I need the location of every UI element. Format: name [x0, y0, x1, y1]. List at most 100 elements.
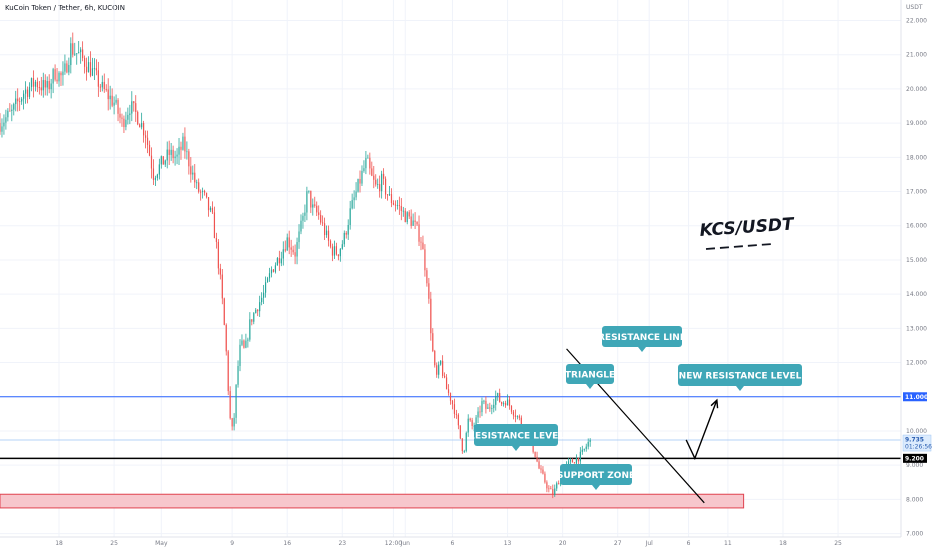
- candle-body: [298, 231, 300, 243]
- candle-body: [304, 212, 306, 216]
- candle-body: [101, 81, 103, 88]
- price-tick-label: 14.000: [906, 291, 927, 298]
- grid-lines: [0, 0, 901, 537]
- price-tick-label: 10.000: [906, 428, 927, 435]
- candle-body: [223, 298, 225, 325]
- time-tick-label: 6: [687, 540, 691, 547]
- horizontal-levels: [0, 396, 901, 460]
- candle-body: [50, 83, 52, 90]
- black-level-badge: [903, 453, 927, 463]
- resistance-line-label: RESISTANCE LINE: [598, 326, 686, 352]
- candle-body: [386, 194, 389, 196]
- support-zone-label: SUPPORT ZONE: [557, 464, 635, 490]
- candle-body: [97, 70, 99, 87]
- candle-body: [237, 365, 239, 385]
- candle-body: [154, 177, 157, 180]
- candle-body: [337, 254, 339, 257]
- blue-level-badge: [903, 392, 927, 402]
- candle-body: [1, 126, 3, 132]
- candle-body: [479, 411, 481, 413]
- candle-body: [394, 204, 397, 206]
- candle-body: [501, 402, 503, 405]
- candle-body: [544, 473, 546, 483]
- candle-body: [280, 258, 282, 264]
- candle-body: [83, 58, 86, 67]
- candle-body: [516, 416, 518, 417]
- candle-body: [577, 457, 579, 462]
- candle-body: [156, 174, 158, 178]
- projection-path: [685, 399, 718, 461]
- candle-body: [463, 451, 465, 452]
- candle-body: [383, 173, 385, 179]
- candle-body: [575, 457, 578, 464]
- candle-body: [292, 249, 294, 253]
- candle-body: [9, 110, 11, 112]
- candle-body: [571, 460, 574, 463]
- price-tick-label: 18.000: [906, 154, 927, 161]
- candle-body: [430, 298, 432, 334]
- candle-body: [445, 377, 448, 390]
- price-tick-label: 12.000: [906, 360, 927, 367]
- candle-body: [32, 78, 35, 87]
- candle-body: [26, 89, 29, 97]
- candle-body: [15, 98, 17, 105]
- candle-body: [264, 282, 267, 293]
- candle-body: [249, 319, 251, 340]
- candle-body: [320, 214, 322, 223]
- candle-body: [483, 400, 485, 402]
- candle-body: [72, 43, 74, 55]
- candle-body: [532, 440, 534, 452]
- price-axis-unit: USDT: [906, 4, 923, 11]
- resistance-line-label-pointer: [638, 347, 646, 352]
- candle-body: [111, 95, 113, 106]
- candle-body: [510, 405, 513, 412]
- candle-body: [209, 207, 212, 211]
- price-tick-label: 22.000: [906, 18, 927, 25]
- candle-body: [469, 418, 471, 421]
- annotation-labels: RESISTANCE LINE TRIANGLE NEW RESISTANCE LE…: [468, 326, 802, 490]
- blue-level-value: 11.000: [905, 394, 928, 401]
- candle-body: [322, 222, 324, 224]
- candle-body: [192, 172, 194, 175]
- candle-body: [68, 65, 70, 73]
- candle-body: [93, 68, 96, 69]
- candle-body: [99, 86, 101, 88]
- candle-body: [233, 417, 235, 427]
- candle-body: [278, 258, 280, 264]
- price-tick-label: 15.000: [906, 257, 927, 264]
- candle-body: [30, 78, 33, 88]
- candle-body: [261, 297, 263, 303]
- candle-body: [286, 237, 288, 251]
- candle-body: [58, 72, 60, 82]
- time-tick-label: 16: [283, 540, 291, 547]
- candle-body: [318, 212, 320, 215]
- candle-body: [113, 102, 115, 106]
- candle-body: [443, 375, 446, 378]
- candle-body: [377, 184, 379, 185]
- candle-body: [573, 462, 576, 464]
- candle-body: [398, 205, 400, 206]
- candle-body: [428, 283, 430, 299]
- candle-body: [117, 99, 119, 114]
- support-zone-label-box: [560, 464, 632, 485]
- candle-body: [520, 417, 522, 426]
- candle-body: [365, 158, 367, 169]
- candle-body: [518, 416, 520, 418]
- time-tick-label: 12:00: [385, 540, 402, 547]
- candle-body: [282, 249, 284, 259]
- support-zone-box: [0, 493, 745, 509]
- candle-body: [268, 273, 271, 279]
- candle-body: [390, 194, 393, 204]
- candle-body: [487, 407, 489, 409]
- candle-body: [274, 265, 277, 272]
- candle-body: [207, 197, 210, 211]
- price-tick-label: 16.000: [906, 223, 927, 230]
- triangle-label-text: TRIANGLE: [565, 370, 615, 380]
- candle-body: [396, 205, 398, 206]
- candle-body: [56, 79, 58, 82]
- candle-body: [449, 392, 452, 401]
- time-tick-label: 18: [779, 540, 787, 547]
- candle-body: [453, 404, 456, 414]
- candle-body: [495, 396, 497, 405]
